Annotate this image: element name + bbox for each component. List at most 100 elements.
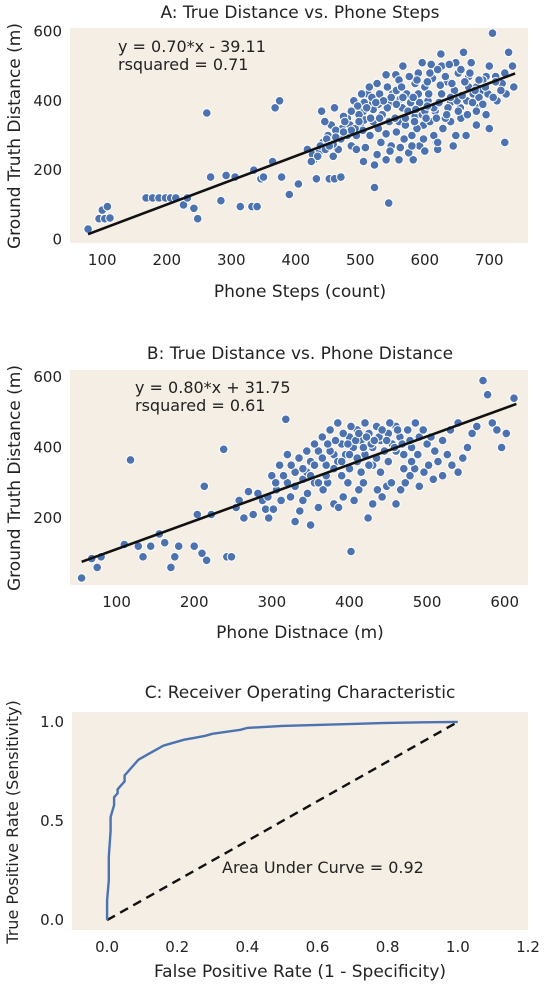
data-point: [405, 470, 415, 481]
data-point: [170, 552, 180, 562]
data-point: [202, 108, 212, 118]
data-point: [346, 106, 357, 116]
data-point: [325, 425, 335, 435]
data-point: [294, 453, 304, 463]
data-point: [268, 504, 279, 515]
data-point: [382, 82, 393, 92]
y-tick-label: 1.0: [40, 713, 64, 731]
data-point: [330, 435, 341, 446]
x-tick-label: 100: [102, 593, 131, 611]
data-point: [501, 428, 512, 439]
data-point: [361, 103, 372, 113]
data-point: [456, 64, 466, 75]
data-point: [396, 82, 407, 92]
data-point: [199, 481, 210, 492]
data-point: [488, 92, 499, 103]
data-point: [372, 149, 382, 160]
data-point: [205, 172, 216, 182]
data-point: [343, 439, 353, 449]
data-point: [474, 75, 484, 85]
data-point: [419, 467, 429, 478]
data-point: [431, 113, 442, 123]
data-point: [349, 495, 359, 506]
data-point: [354, 485, 364, 495]
data-point: [336, 172, 346, 182]
data-point: [451, 130, 461, 141]
data-point: [340, 116, 350, 127]
data-point: [290, 516, 300, 527]
data-point: [487, 418, 498, 428]
y-tick-label: 200: [33, 509, 62, 527]
data-point: [481, 109, 491, 120]
data-point: [386, 478, 397, 488]
data-point: [391, 127, 402, 137]
data-point: [428, 474, 439, 485]
data-point: [336, 456, 347, 467]
data-point: [465, 68, 475, 78]
data-point: [309, 460, 320, 471]
data-point: [487, 28, 498, 39]
data-point: [492, 425, 502, 435]
x-tick-label: 1.0: [446, 938, 470, 956]
data-point: [462, 109, 473, 120]
data-point: [338, 428, 349, 439]
data-point: [461, 130, 471, 141]
data-point: [189, 203, 199, 214]
data-point: [197, 548, 207, 559]
data-point: [378, 96, 389, 106]
data-point: [381, 435, 392, 446]
data-point: [221, 170, 231, 181]
data-point: [201, 555, 212, 566]
data-point: [276, 172, 287, 182]
data-point: [286, 460, 297, 471]
data-point: [432, 137, 443, 148]
data-point: [367, 499, 378, 509]
panel-c-plot-area: [72, 712, 528, 930]
data-point: [173, 541, 184, 552]
data-point: [145, 541, 156, 552]
data-point: [447, 460, 457, 471]
data-point: [372, 485, 383, 495]
panel-b-rsquared: rsquared = 0.61: [135, 396, 265, 415]
panel-b-title: B: True Distance vs. Phone Distance: [147, 344, 453, 364]
data-point: [458, 47, 469, 58]
data-point: [338, 127, 349, 137]
panel-a-fit-line: [87, 72, 516, 236]
data-point: [436, 89, 447, 99]
data-point: [371, 97, 381, 108]
data-point: [354, 428, 364, 439]
x-tick-label: 600: [410, 251, 439, 269]
data-point: [298, 463, 308, 474]
data-point: [398, 61, 408, 71]
data-point: [278, 470, 289, 481]
data-point: [358, 156, 369, 167]
panel-b-x-ticks: 100 200 300 400 500 600: [102, 593, 519, 611]
data-point: [372, 78, 382, 89]
data-point: [402, 425, 413, 435]
data-point: [282, 449, 293, 460]
data-point: [274, 96, 285, 106]
data-point: [453, 467, 463, 478]
data-point: [363, 513, 373, 523]
data-point: [421, 113, 431, 123]
data-point: [381, 70, 391, 80]
data-point: [413, 449, 423, 460]
panel-a-y-ticks: 0 200 400 600: [33, 22, 62, 248]
x-tick-label: 200: [180, 593, 209, 611]
data-point: [358, 442, 369, 453]
panel-a-y-label: Ground Truth Distance (m): [5, 23, 25, 249]
data-point: [218, 444, 229, 455]
panel-a-x-label: Phone Steps (count): [214, 282, 386, 302]
data-point: [381, 129, 391, 139]
data-point: [467, 97, 478, 108]
data-point: [377, 425, 387, 435]
data-point: [320, 116, 330, 127]
data-point: [302, 488, 313, 499]
data-point: [344, 449, 355, 460]
data-point: [484, 61, 495, 71]
data-point: [466, 57, 477, 68]
data-point: [159, 537, 170, 548]
x-tick-label: 400: [281, 251, 310, 269]
y-tick-label: 600: [33, 368, 62, 386]
data-point: [395, 485, 406, 495]
